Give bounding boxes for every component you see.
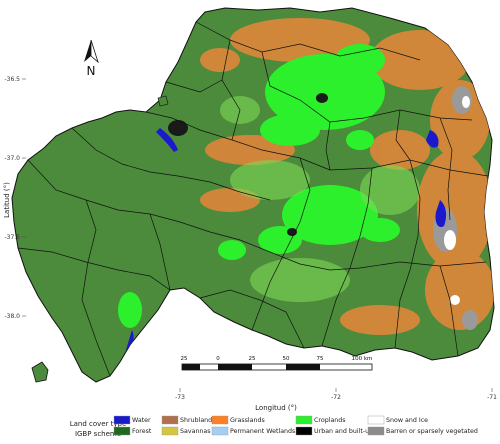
- lat-tick-label: -37.5: [4, 234, 20, 241]
- legend-swatch: [161, 426, 179, 436]
- legend-label: Permanent Wetlands: [230, 428, 295, 435]
- legend: Land cover type IGBP scheme Water Forest S…: [70, 415, 478, 438]
- legend-subtitle: IGBP scheme: [75, 430, 121, 438]
- lon-tick-label: -72: [331, 394, 341, 401]
- legend-swatch: [367, 426, 385, 436]
- legend-swatch: [113, 415, 131, 425]
- snow-patches: [444, 96, 470, 305]
- legend-label: Shrublands: [180, 417, 215, 424]
- legend-swatch: [211, 426, 229, 436]
- legend-title: Land cover type: [70, 420, 127, 428]
- land-cover-patches: [118, 18, 494, 350]
- legend-label: Savannas: [180, 428, 211, 435]
- commune-borders: [17, 21, 489, 377]
- lat-tick-label: -36.5: [4, 76, 20, 83]
- scale-label: 25: [249, 356, 256, 362]
- cropland-patches: [118, 44, 400, 328]
- legend-label: Snow and Ice: [386, 417, 428, 424]
- x-axis-title: Longitud (°): [255, 404, 297, 412]
- scale-bar: [181, 363, 373, 371]
- lon-tick-label: -73: [175, 394, 185, 401]
- y-axis-title: Latitud (°): [3, 182, 11, 218]
- legend-swatch: [367, 415, 385, 425]
- axis-ticks: [22, 78, 493, 392]
- legend-swatch: [161, 415, 179, 425]
- island: [31, 361, 49, 383]
- islet: [157, 95, 169, 107]
- scale-label: 75: [317, 356, 324, 362]
- legend-label: Urban and built-up: [314, 428, 373, 435]
- legend-label: Forest: [132, 428, 152, 435]
- scale-label: 0: [216, 356, 220, 362]
- scale-label: 25: [181, 356, 188, 362]
- legend-swatch: [295, 426, 313, 436]
- urban-areas: [168, 93, 328, 236]
- water-bodies: [126, 128, 447, 350]
- legend-label: Croplands: [314, 417, 346, 424]
- lat-tick-label: -37.0: [4, 155, 20, 162]
- legend-label: Barren or sparsely vegetated: [386, 428, 478, 435]
- legend-label: Grasslands: [230, 417, 265, 424]
- lat-tick-label: -38.0: [4, 313, 20, 320]
- north-arrow-icon: [84, 39, 99, 64]
- legend-swatch: [295, 415, 313, 425]
- scale-label: 50: [283, 356, 290, 362]
- lon-tick-label: -71: [487, 394, 497, 401]
- north-label: N: [87, 64, 96, 78]
- legend-swatch: [211, 415, 229, 425]
- scale-label: 100 km: [352, 356, 373, 362]
- legend-label: Water: [132, 417, 151, 424]
- legend-swatch: [113, 426, 131, 436]
